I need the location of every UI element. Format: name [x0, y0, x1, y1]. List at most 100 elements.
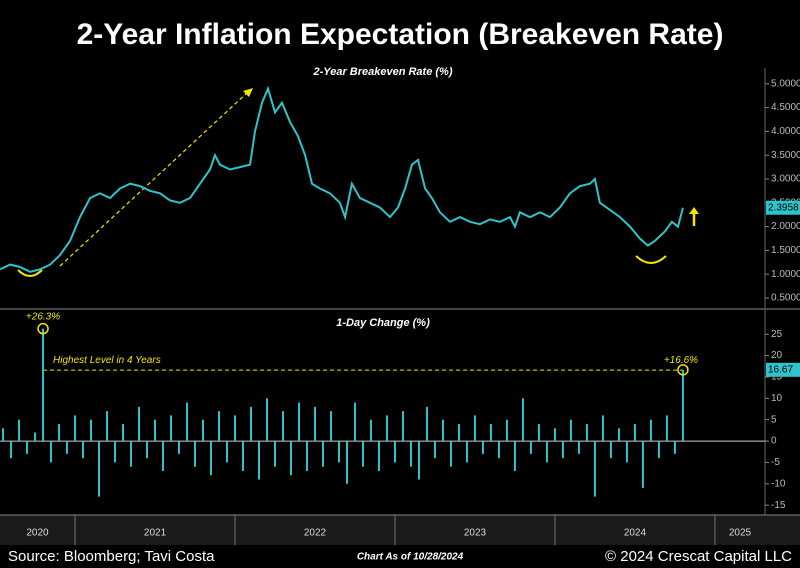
bar	[577, 441, 580, 454]
last-value-box	[766, 362, 800, 377]
bar	[425, 406, 428, 442]
bar	[74, 415, 77, 442]
source: Source: Bloomberg; Tavi Costa	[8, 548, 215, 565]
bar	[178, 441, 181, 454]
bar	[561, 441, 564, 459]
reference-label: Highest Level in 4 Years	[53, 355, 161, 366]
bar	[58, 423, 61, 442]
bar	[641, 441, 644, 489]
y-tick-label: 5.0000	[771, 78, 800, 89]
bar	[202, 419, 205, 442]
bar	[361, 441, 364, 467]
bar	[98, 441, 101, 497]
bar	[329, 411, 332, 442]
last-value-label: 16.67	[768, 364, 793, 375]
y-tick-label: 15	[771, 372, 783, 383]
x-tick-label: 2022	[304, 528, 327, 539]
bar	[649, 419, 652, 442]
bar	[473, 415, 476, 442]
bar	[162, 441, 165, 471]
bar	[90, 419, 93, 442]
bar	[569, 419, 572, 442]
bar	[2, 428, 5, 442]
y-tick-label: 0	[771, 436, 777, 447]
bar	[186, 402, 189, 442]
y-tick-label: -15	[771, 500, 786, 511]
bar	[337, 441, 340, 463]
bar	[250, 406, 253, 442]
y-tick-label: 1.0000	[771, 269, 800, 280]
y-tick-label: -10	[771, 478, 786, 489]
bar	[601, 415, 604, 442]
bar	[521, 398, 524, 442]
bar	[289, 441, 292, 476]
bar	[130, 441, 133, 467]
bar	[138, 406, 141, 442]
x-tick-label: 2023	[464, 528, 487, 539]
x-tick-label: 2020	[26, 528, 49, 539]
trend-arrow	[59, 91, 249, 267]
bar	[305, 441, 308, 471]
highlight-circle	[37, 322, 49, 335]
y-tick-label: 0.5000	[771, 293, 800, 304]
bar	[401, 411, 404, 442]
note: Chart As of 10/28/2024	[357, 552, 464, 563]
line	[0, 85, 684, 273]
bar	[657, 441, 660, 459]
bar	[18, 419, 21, 442]
bar	[633, 423, 636, 442]
bar	[369, 419, 372, 442]
up-arrow-head	[689, 207, 699, 214]
panel-title: 2-Year Breakeven Rate (%)	[313, 66, 453, 78]
y-tick-label: 3.5000	[771, 150, 800, 161]
bar	[673, 441, 676, 454]
bar	[545, 441, 548, 463]
x-axis-strip	[0, 515, 800, 545]
bar	[377, 441, 380, 471]
bar	[226, 441, 229, 463]
data-label: +26.3%	[26, 311, 60, 322]
bar	[170, 415, 173, 442]
bar	[106, 411, 109, 442]
bar	[321, 441, 324, 467]
bar	[457, 423, 460, 442]
last-value-box	[766, 200, 800, 215]
bar	[681, 369, 684, 442]
bar	[449, 441, 452, 467]
bar	[489, 423, 492, 442]
bar	[242, 441, 245, 471]
bar	[433, 441, 436, 459]
bar	[273, 441, 276, 467]
y-tick-label: 4.0000	[771, 126, 800, 137]
bar	[465, 441, 468, 463]
bar	[609, 441, 612, 459]
bar	[617, 428, 620, 442]
bar	[114, 441, 117, 463]
page-title: 2-Year Inflation Expectation (Breakeven …	[77, 18, 724, 51]
y-tick-label: 3.0000	[771, 174, 800, 185]
x-tick-label: 2021	[144, 528, 167, 539]
bar	[313, 406, 316, 442]
bar	[665, 415, 668, 442]
bar	[385, 415, 388, 442]
bar	[553, 428, 556, 442]
x-tick-label: 2024	[624, 528, 647, 539]
bottom-marker	[635, 255, 667, 264]
y-tick-label: 4.5000	[771, 102, 800, 113]
bar	[194, 441, 197, 467]
bar	[146, 441, 149, 459]
y-tick-label: -5	[771, 457, 780, 468]
arrow-head	[243, 88, 253, 97]
copyright: © 2024 Crescat Capital LLC	[605, 548, 792, 565]
highlight-circle	[677, 364, 689, 376]
last-value-label: 2.3958	[768, 202, 799, 213]
bar	[26, 441, 29, 454]
bar	[154, 419, 157, 442]
bar	[50, 441, 53, 463]
bar	[210, 441, 213, 476]
bar	[481, 441, 484, 454]
bar	[585, 423, 588, 442]
